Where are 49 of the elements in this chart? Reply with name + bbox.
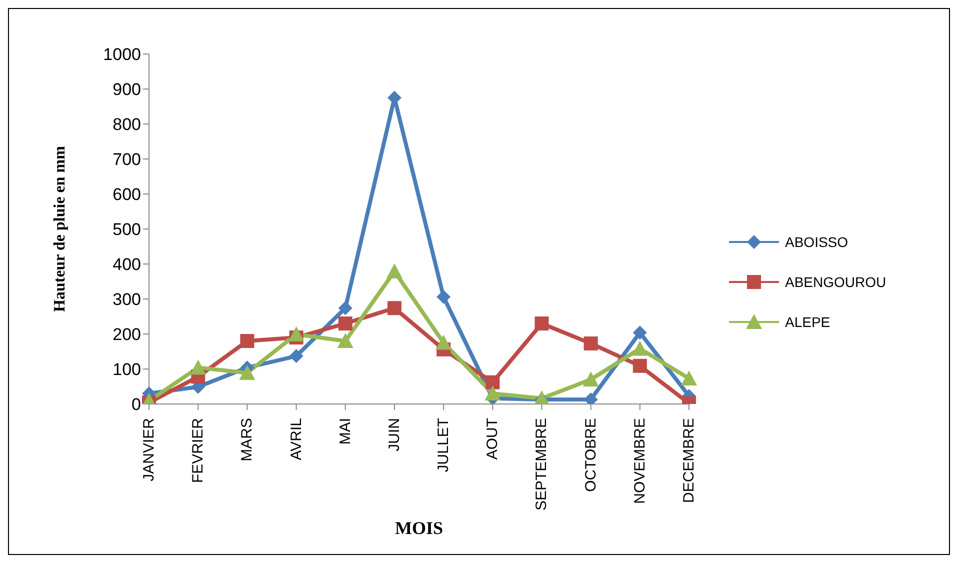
point [582,372,599,386]
x-tick-label: JANVIER [140,418,158,482]
point [484,386,501,400]
y-tick-label: 900 [112,80,141,100]
y-tick-label: 600 [112,185,141,204]
point [190,360,206,375]
point [337,333,354,348]
x-tick-label: JUIN [386,418,403,452]
y-tick-label: 100 [112,360,141,380]
y-tick-label: 0 [132,395,141,414]
point [632,326,647,340]
y-tick-label: 500 [112,220,141,240]
x-tick-label: OCTOBRE [582,418,600,492]
legend-label: ABOISSO [785,234,848,250]
point [436,334,452,350]
y-tick-label: 800 [112,115,141,134]
y-tick-label: 700 [112,150,141,170]
x-tick-label: FEVRIER [190,418,207,484]
y-tick-label: 1000 [103,45,141,64]
y-tick-label: 400 [112,255,141,274]
x-tick-label: DECEMBRE [680,418,698,504]
legend-label: ALEPE [785,314,830,330]
y-axis-title: Hauteur de pluie en mm [52,145,69,312]
x-tick-label: SEPTEMBRE [533,418,550,511]
point [288,326,304,342]
point [338,301,352,316]
point [239,364,256,380]
point [632,340,648,356]
point [632,358,647,373]
point [386,263,402,278]
x-tick-label: MAI [336,418,354,445]
point [289,349,304,364]
legend-label: ABENGOUROU [785,274,886,290]
point [486,375,500,390]
x-tick-label: NOVEMBRE [631,418,648,504]
x-tick-label: AOUT [484,418,502,460]
x-tick-label: JULLET [435,418,452,472]
y-tick-label: 200 [112,325,141,344]
point [387,301,402,316]
point [681,370,697,386]
x-tick-label: MARS [238,418,256,462]
point [436,290,451,304]
x-tick-label: AVRIL [288,418,305,460]
y-tick-label: 300 [112,290,141,310]
point [534,316,549,330]
x-axis-title: MOIS [394,518,444,538]
point [240,334,254,348]
point [338,316,352,330]
point [584,336,598,350]
